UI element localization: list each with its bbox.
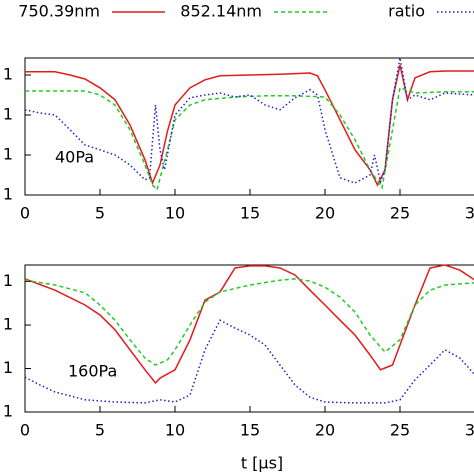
y-tick-label: 1: [3, 105, 13, 124]
data-line: [24, 264, 474, 385]
y-tick-label: 1: [3, 271, 13, 290]
x-tick-label: 30: [465, 204, 474, 223]
data-line: [24, 57, 474, 185]
x-tick-label: 25: [390, 421, 410, 440]
x-tick-label: 10: [165, 204, 185, 223]
data-line: [25, 86, 474, 192]
y-tick-label: 1: [3, 402, 13, 421]
x-tick-label: 20: [315, 204, 335, 223]
y-tick-label: 1: [3, 145, 13, 164]
legend-label: ratio: [388, 2, 425, 21]
x-tick-label: 20: [315, 421, 335, 440]
legend-label: 852.14nm: [180, 2, 262, 21]
panel-annotation: 40Pa: [55, 148, 94, 167]
x-tick-label: 15: [240, 421, 260, 440]
x-axis-label: t [μs]: [241, 454, 283, 473]
plot-frame: [24, 57, 474, 196]
data-line: [24, 319, 474, 404]
x-tick-label: 5: [95, 421, 105, 440]
data-line: [24, 278, 474, 366]
y-tick-label: 1: [3, 185, 13, 204]
y-tick-label: 1: [3, 65, 13, 84]
y-tick-label: 1: [3, 358, 13, 377]
y-tick-label: 1: [3, 315, 13, 334]
legend-label: 750.39nm: [18, 2, 100, 21]
x-tick-label: 30: [465, 421, 474, 440]
x-tick-label: 25: [390, 204, 410, 223]
data-line: [25, 64, 474, 187]
x-tick-label: 15: [240, 204, 260, 223]
x-tick-label: 10: [165, 421, 185, 440]
panel-annotation: 160Pa: [68, 362, 117, 381]
x-tick-label: 0: [20, 204, 30, 223]
x-tick-label: 5: [95, 204, 105, 223]
x-tick-label: 0: [20, 421, 30, 440]
plot-frame: [24, 264, 474, 413]
